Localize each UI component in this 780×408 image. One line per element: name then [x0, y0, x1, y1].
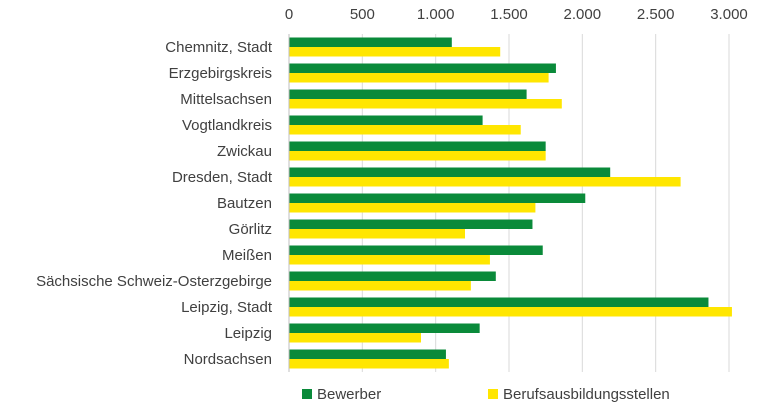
x-tick-label: 3.000 — [710, 6, 748, 23]
x-tick-label: 0 — [285, 6, 293, 23]
bar-berufsausbildungsstellen-leipzig — [289, 333, 421, 343]
bar-berufsausbildungsstellen-vogtlandkreis — [289, 125, 521, 135]
bar-bewerber-leipzig — [289, 323, 480, 333]
bar-berufsausbildungsstellen-leipzig-stadt — [289, 307, 732, 317]
category-label: Meißen — [222, 247, 272, 264]
bar-bewerber-dresden-stadt — [289, 167, 611, 177]
bar-berufsausbildungsstellen-bautzen — [289, 203, 536, 213]
x-tick-label: 2.500 — [637, 6, 675, 23]
bar-bewerber-leipzig-stadt — [289, 297, 709, 307]
bar-berufsausbildungsstellen-dresden-stadt — [289, 177, 681, 187]
x-tick-label: 1.000 — [417, 6, 455, 23]
legend-label-bewerber: Bewerber — [317, 386, 381, 403]
bar-berufsausbildungsstellen-chemnitz-stadt — [289, 47, 501, 57]
category-label: Leipzig — [224, 325, 272, 342]
category-label: Leipzig, Stadt — [181, 299, 273, 316]
legend: Bewerber Berufsausbildungsstellen — [302, 386, 670, 403]
bar-berufsausbildungsstellen-zwickau — [289, 151, 546, 161]
category-label: Erzgebirgskreis — [169, 65, 272, 82]
x-axis-tick-labels: 0 500 1.000 1.500 2.000 2.500 3.000 — [285, 6, 748, 23]
legend-label-berufsausbildungsstellen: Berufsausbildungsstellen — [503, 386, 670, 403]
bar-berufsausbildungsstellen-nordsachsen — [289, 359, 449, 369]
bar-bewerber-mittelsachsen — [289, 89, 527, 99]
bar-berufsausbildungsstellen-görlitz — [289, 229, 465, 239]
category-label: Chemnitz, Stadt — [165, 39, 273, 56]
category-label: Bautzen — [217, 195, 272, 212]
bar-berufsausbildungsstellen-meißen — [289, 255, 490, 265]
category-label: Görlitz — [229, 221, 272, 238]
category-labels: Chemnitz, Stadt Erzgebirgskreis Mittelsach… — [36, 39, 273, 368]
bar-berufsausbildungsstellen-mittelsachsen — [289, 99, 562, 109]
bar-bewerber-erzgebirgskreis — [289, 63, 556, 73]
category-label: Sächsische Schweiz-Osterzgebirge — [36, 273, 272, 290]
bar-bewerber-meißen — [289, 245, 543, 255]
legend-swatch-bewerber — [302, 389, 312, 399]
bar-bewerber-zwickau — [289, 141, 546, 151]
bar-bewerber-sächsische-schweiz-osterzgebirge — [289, 271, 496, 281]
category-label: Zwickau — [217, 143, 272, 160]
category-label: Dresden, Stadt — [172, 169, 273, 186]
category-label: Vogtlandkreis — [182, 117, 272, 134]
bars — [289, 37, 732, 369]
bar-berufsausbildungsstellen-erzgebirgskreis — [289, 73, 549, 83]
x-tick-label: 2.000 — [564, 6, 602, 23]
category-label: Nordsachsen — [184, 351, 272, 368]
category-label: Mittelsachsen — [180, 91, 272, 108]
legend-swatch-berufsausbildungsstellen — [488, 389, 498, 399]
bar-berufsausbildungsstellen-sächsische-schweiz-osterzgebirge — [289, 281, 471, 291]
bar-bewerber-nordsachsen — [289, 349, 446, 359]
bar-bewerber-chemnitz-stadt — [289, 37, 452, 47]
bar-bewerber-vogtlandkreis — [289, 115, 483, 125]
x-tick-label: 500 — [350, 6, 375, 23]
x-tick-label: 1.500 — [490, 6, 528, 23]
bar-bewerber-görlitz — [289, 219, 533, 229]
bar-bewerber-bautzen — [289, 193, 586, 203]
